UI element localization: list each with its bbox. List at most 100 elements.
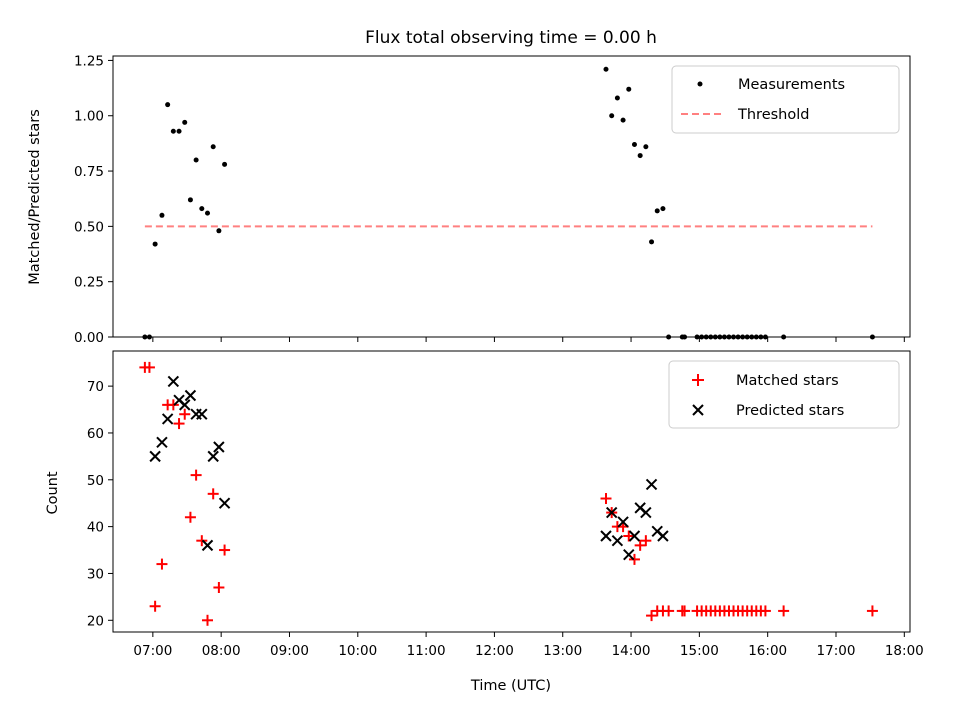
matched-star-point	[679, 605, 691, 617]
top-legend-box	[671, 65, 900, 134]
predicted-star-point	[201, 539, 214, 552]
measurement-point	[205, 210, 211, 216]
top-y-ticks: 0.00 0.25 0.50 0.75 1.00 1.25	[74, 53, 113, 346]
predicted-star-point	[207, 450, 219, 463]
legend-predicted-marker	[692, 404, 704, 416]
measurement-point	[631, 142, 637, 148]
measurement-point	[146, 334, 152, 340]
legend-threshold-label: Threshold	[737, 107, 809, 123]
legend-measurements-label: Measurements	[738, 77, 845, 93]
measurement-point	[712, 334, 718, 340]
measurement-point	[159, 212, 165, 218]
matched-star-point	[646, 610, 658, 622]
matched-star-point	[600, 493, 612, 505]
x-tick-label: 18:00	[885, 643, 924, 659]
x-tick-label: 14:00	[612, 643, 651, 659]
measurement-point	[210, 144, 216, 150]
measurement-point	[603, 66, 609, 72]
measurement-point	[735, 334, 741, 340]
matched-star-point	[207, 488, 219, 500]
predicted-star-point	[657, 530, 669, 542]
bottom-y-tick-label: 30	[87, 566, 104, 582]
matched-star-point	[179, 408, 191, 420]
measurement-point	[682, 334, 688, 340]
measurement-point	[749, 334, 755, 340]
measurement-point	[620, 117, 626, 123]
matched-star-point	[202, 614, 214, 626]
top-y-tick-label: 1.25	[74, 53, 104, 69]
measurement-point	[666, 334, 672, 340]
measurement-point	[654, 208, 660, 214]
measurement-point	[758, 334, 764, 340]
matched-star-point	[196, 535, 208, 547]
x-tick-label: 07:00	[133, 643, 172, 659]
predicted-star-point	[600, 530, 612, 542]
matched-star-point	[173, 418, 185, 430]
predicted-star-point	[628, 530, 641, 542]
top-y-tick-label: 0.00	[74, 330, 104, 346]
measurement-point	[649, 239, 655, 245]
x-axis-label: Time (UTC)	[470, 678, 551, 694]
bottom-legend: Matched stars Predicted stars	[668, 360, 900, 429]
matched-star-point	[634, 539, 646, 551]
x-tick-label: 10:00	[338, 643, 377, 659]
predicted-star-point	[179, 399, 191, 411]
measurement-point	[699, 334, 705, 340]
predicted-star-point	[149, 450, 161, 463]
matched-star-point	[213, 582, 225, 594]
measurement-point	[182, 119, 188, 125]
measurement-point	[717, 334, 723, 340]
measurement-point	[726, 334, 732, 340]
bottom-y-tick-label: 60	[87, 426, 104, 442]
matched-star-point	[623, 530, 635, 542]
predicted-star-point	[213, 441, 225, 453]
measurement-point	[142, 334, 148, 340]
predicted-star-point	[167, 375, 180, 388]
legend-measurements-marker	[697, 81, 703, 87]
bottom-x-ticks: 07:00 08:00 09:00 10:00 11:00 12:00 13:00 14:00…	[133, 632, 924, 659]
chart-title: Flux total observing time = 0.00 h	[365, 28, 657, 48]
bottom-y-tick-label: 50	[87, 473, 104, 489]
matched-star-point	[663, 605, 675, 617]
matched-star-point	[628, 553, 640, 565]
matched-star-point	[167, 399, 179, 411]
measurement-point	[708, 334, 714, 340]
bottom-y-axis-label: Count	[45, 471, 61, 514]
bottom-y-ticks: 20 30 40 50 60 70	[87, 379, 113, 629]
measurement-point	[637, 153, 643, 159]
bottom-legend-box	[668, 360, 900, 429]
top-y-tick-label: 1.00	[74, 109, 104, 125]
matched-star-point	[759, 605, 771, 617]
bottom-y-tick-label: 70	[87, 379, 104, 395]
x-tick-label: 15:00	[680, 643, 719, 659]
predicted-star-point	[605, 506, 618, 519]
predicted-star-point	[640, 506, 652, 519]
x-tick-label: 12:00	[475, 643, 514, 659]
measurement-point	[694, 334, 700, 340]
top-series-layer	[142, 66, 875, 340]
legend-predicted-label: Predicted stars	[736, 403, 844, 419]
x-tick-label: 13:00	[543, 643, 582, 659]
x-tick-label: 09:00	[270, 643, 309, 659]
x-tick-label: 17:00	[817, 643, 856, 659]
predicted-star-point	[161, 413, 174, 425]
legend-matched-marker	[692, 374, 704, 386]
measurement-point	[193, 157, 199, 163]
predicted-star-point	[617, 516, 629, 528]
top-y-tick-label: 0.25	[74, 275, 104, 291]
matched-star-point	[143, 361, 155, 373]
x-tick-label: 08:00	[202, 643, 241, 659]
x-tick-label: 11:00	[407, 643, 446, 659]
measurement-point	[703, 334, 709, 340]
measurement-point	[869, 334, 875, 340]
bottom-y-tick-label: 40	[87, 520, 104, 536]
measurement-point	[609, 113, 615, 119]
top-legend: Measurements Threshold	[671, 65, 900, 134]
measurement-point	[660, 206, 666, 212]
predicted-star-point	[611, 534, 624, 547]
predicted-star-point	[156, 436, 168, 449]
measurement-point	[222, 161, 228, 167]
measurement-point	[762, 334, 768, 340]
predicted-star-point	[623, 549, 635, 561]
measurement-point	[176, 128, 182, 134]
